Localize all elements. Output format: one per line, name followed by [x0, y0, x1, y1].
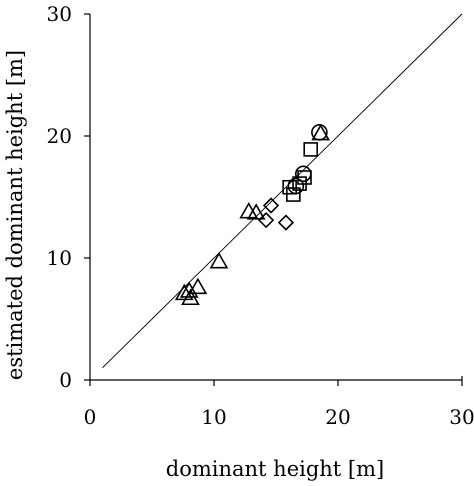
one-to-one-reference-line [102, 13, 463, 369]
triangle-data-point [209, 252, 229, 269]
x-tick-label: 30 [449, 405, 474, 429]
x-axis-title: dominant height [m] [166, 457, 384, 481]
square-data-point [297, 170, 312, 185]
circle-data-point [294, 165, 312, 183]
triangle-data-point [181, 288, 200, 306]
diamond-data-point [262, 197, 280, 214]
x-tick-label: 20 [325, 405, 350, 429]
y-tick-label: 0 [59, 368, 72, 392]
y-axis-title: estimated dominant height [m] [3, 50, 27, 380]
x-tick-label: 0 [84, 405, 97, 429]
triangle-data-point [239, 202, 259, 219]
triangle-data-point [188, 277, 208, 295]
diamond-data-point [277, 214, 295, 231]
x-tick-label: 10 [201, 405, 226, 429]
diamond-data-point [257, 212, 275, 229]
data-points [174, 123, 331, 306]
y-tick-label: 10 [47, 246, 72, 270]
circle-data-point [287, 177, 305, 195]
triangle-data-point [246, 203, 266, 220]
triangle-data-point [179, 281, 199, 298]
circle-data-point [311, 124, 328, 141]
axis-ticks [84, 13, 463, 386]
tick-labels: 0 10 20 30 0 10 20 30 [47, 2, 474, 429]
triangle-data-point [174, 283, 194, 301]
y-tick-label: 20 [47, 124, 72, 148]
axes [89, 14, 463, 381]
y-tick-label: 30 [47, 2, 72, 26]
square-data-point [303, 142, 319, 157]
